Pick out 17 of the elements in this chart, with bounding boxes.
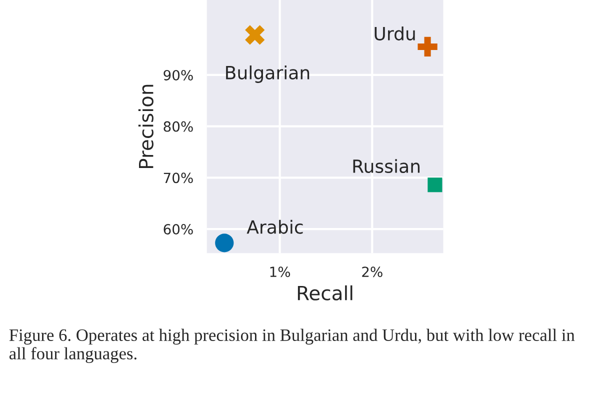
caption: Figure 6. Operates at high precision in Bulgarian and Urdu, but with low recall in all four languages.: [9, 328, 575, 364]
point: [428, 178, 442, 192]
y-tick-label: 90%: [164, 70, 193, 80]
x-tick-label: 1%: [270, 266, 290, 278]
point: [418, 36, 438, 57]
point: [245, 25, 265, 45]
y-axis-title: Precision: [138, 84, 154, 168]
x-axis-title: Recall: [298, 285, 352, 300]
series-label: Urdu: [374, 26, 415, 40]
series-label: Arabic: [246, 220, 303, 234]
y-tick-label: 70%: [164, 172, 193, 184]
x-tick-label: 2%: [362, 266, 382, 278]
series-label: Bulgarian: [226, 65, 310, 83]
series-label: Russian: [353, 159, 420, 174]
point: [215, 234, 234, 252]
y-tick-label: 80%: [164, 121, 193, 132]
y-tick-label: 60%: [164, 224, 193, 235]
